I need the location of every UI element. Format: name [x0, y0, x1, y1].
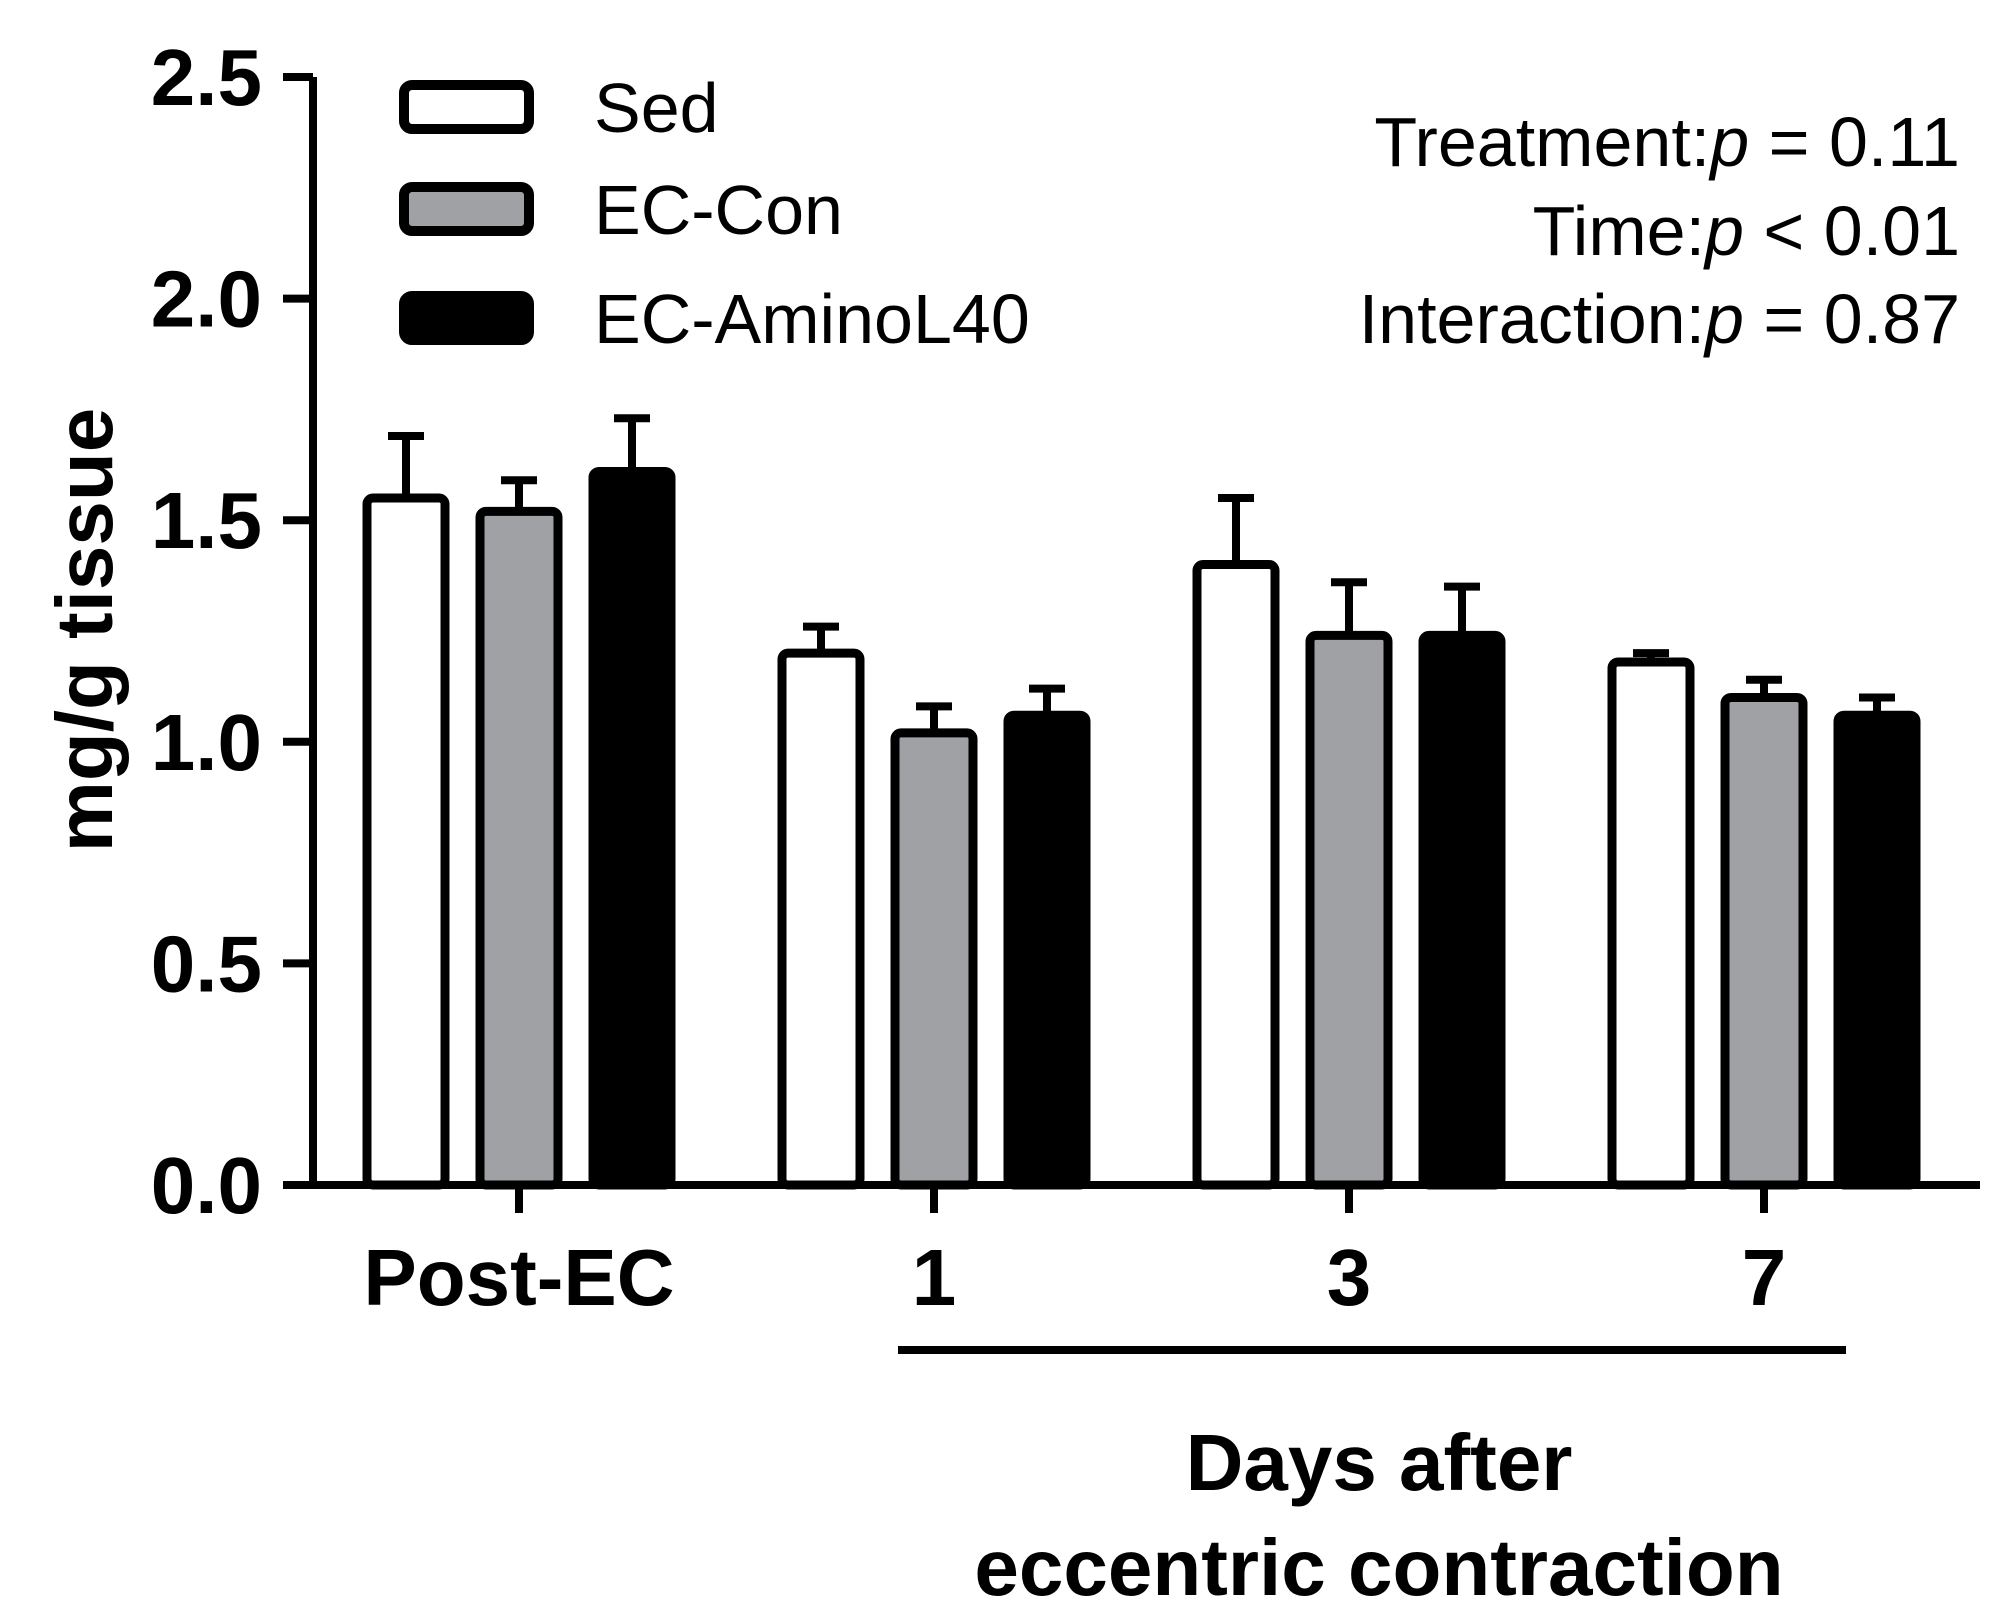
- legend-swatch-ec-aminol40: [399, 291, 534, 345]
- y-tick-label: 0.5: [151, 919, 262, 1008]
- bars-layer: [362, 414, 1921, 1190]
- y-tick-label: 2.0: [151, 255, 262, 344]
- y-tick-label: 2.5: [151, 33, 262, 122]
- legend-swatch-ec-con: [399, 182, 534, 236]
- group-label-line1: Days after: [1186, 1418, 1573, 1507]
- bar-ec-aminol40-1: [1003, 710, 1091, 1190]
- stat-value: < 0.01: [1744, 192, 1960, 270]
- bar-ec-con-1: [890, 728, 978, 1190]
- stat-value: = 0.87: [1744, 280, 1960, 358]
- bar-ec-con-2: [1305, 630, 1393, 1190]
- axes-layer: [309, 77, 1980, 1189]
- legend-label-ec-aminol40: EC-AminoL40: [594, 280, 1030, 358]
- x-category-label: 1: [912, 1233, 957, 1322]
- stat-line: Time:p < 0.01: [1533, 192, 1960, 270]
- stat-label: Treatment:: [1374, 103, 1710, 181]
- bar-ec-aminol40-2: [1418, 630, 1506, 1190]
- y-tick-label: 1.5: [151, 476, 262, 565]
- x-categories-layer: Post-EC 1 3 7: [363, 1185, 1786, 1322]
- bar-sed-2: [1192, 560, 1280, 1190]
- stat-label: Time:: [1533, 192, 1705, 270]
- stat-line: Treatment:p = 0.11: [1374, 103, 1960, 181]
- y-tick-label: 1.0: [151, 698, 262, 787]
- x-category-label: 3: [1327, 1233, 1372, 1322]
- y-tick-label: 0.0: [151, 1141, 262, 1230]
- bar-sed-1: [777, 648, 865, 1190]
- bar-sed-0: [362, 493, 450, 1190]
- bar-ec-aminol40-0: [588, 466, 676, 1190]
- bar-ec-aminol40-3: [1833, 710, 1921, 1190]
- y-ticks-layer: 0.0 0.5 1.0 1.5 2.0 2.5: [151, 33, 313, 1230]
- legend-label-ec-con: EC-Con: [594, 171, 843, 249]
- legend-swatch-sed: [399, 80, 534, 134]
- x-category-label: 7: [1742, 1233, 1787, 1322]
- legend-label-sed: Sed: [594, 69, 719, 147]
- bar-ec-con-0: [475, 506, 563, 1190]
- legend: Sed EC-Con EC-AminoL40: [399, 69, 1030, 358]
- y-axis-label: mg/g tissue: [40, 408, 129, 853]
- stat-p-symbol: p: [1703, 280, 1744, 358]
- stat-label: Interaction:: [1359, 280, 1705, 358]
- stat-p-symbol: p: [1703, 192, 1744, 270]
- bar-ec-con-3: [1720, 692, 1808, 1190]
- stat-value: = 0.11: [1749, 103, 1960, 181]
- bar-sed-3: [1607, 657, 1695, 1190]
- stat-line: Interaction:p = 0.87: [1359, 280, 1960, 358]
- x-category-label: Post-EC: [363, 1233, 674, 1322]
- stat-p-symbol: p: [1708, 103, 1749, 181]
- group-label-line2: eccentric contraction: [974, 1523, 1783, 1612]
